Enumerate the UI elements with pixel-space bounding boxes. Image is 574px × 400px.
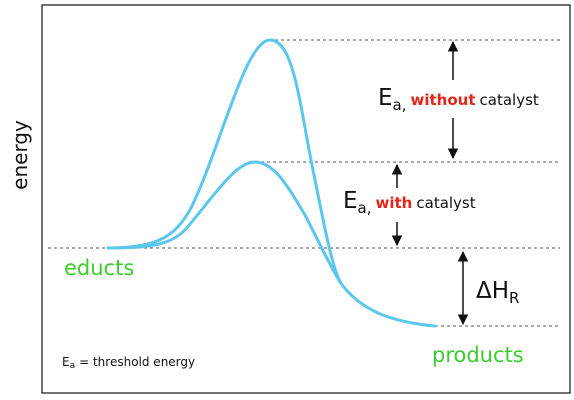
uncatalyzed-label: Ea, without catalyst xyxy=(378,85,539,114)
educts-label: educts xyxy=(64,256,134,280)
note-text: = threshold energy xyxy=(79,355,195,369)
frame xyxy=(41,4,571,394)
suffix: catalyst xyxy=(416,194,475,212)
products-label: products xyxy=(432,343,524,367)
suffix: catalyst xyxy=(480,91,539,109)
uncatalyzed-curve xyxy=(106,38,437,328)
subscript: R xyxy=(509,289,519,307)
subscript: a xyxy=(70,361,76,371)
highlight: without xyxy=(411,91,476,109)
catalyzed-label: Ea, with catalyst xyxy=(343,188,476,217)
enthalpy-label: ΔHR xyxy=(476,278,519,307)
symbol: E xyxy=(343,188,358,214)
catalyzed-curve xyxy=(106,160,342,284)
note: Ea = threshold energy xyxy=(62,355,195,371)
subscript: a, xyxy=(393,96,407,114)
symbol: E xyxy=(62,355,70,369)
highlight: with xyxy=(376,194,413,212)
axis-label: energy xyxy=(8,120,32,190)
symbol: E xyxy=(378,85,393,111)
symbol: ΔH xyxy=(476,278,509,304)
subscript: a, xyxy=(358,199,372,217)
